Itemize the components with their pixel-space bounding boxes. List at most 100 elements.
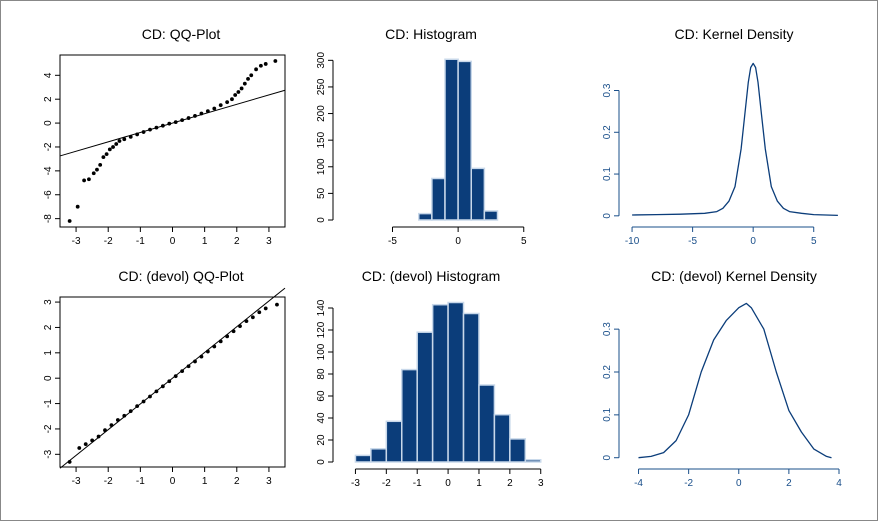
qq-point: [98, 162, 103, 167]
y-tick-label: -4: [43, 166, 54, 175]
qq-point: [180, 118, 185, 122]
x-tick-label: -5: [388, 236, 397, 247]
density-curve: [632, 62, 838, 217]
y-tick-label: 250: [316, 78, 327, 95]
qq-point: [128, 409, 133, 414]
histogram-bar: [444, 58, 459, 221]
histogram-bar: [370, 448, 388, 463]
x-tick-label: -1: [413, 478, 422, 489]
qq-point: [263, 62, 268, 66]
qq-point: [95, 167, 99, 172]
qq-point: [212, 106, 217, 111]
qq-point: [111, 145, 115, 149]
qq-point: [135, 132, 140, 137]
panel-devol-kernel-density: CD: (devol) Kernel Density -4 -2 0 2 4 0 0.1 0.…: [602, 268, 842, 489]
y-tick-label: -8: [43, 214, 54, 223]
qq-point: [160, 123, 165, 128]
qq-point: [115, 418, 120, 422]
x-tick-label: 2: [234, 236, 240, 247]
qq-point: [273, 59, 278, 63]
x-tick-label: 3: [266, 476, 272, 487]
histogram-bar: [462, 312, 480, 463]
histogram-bar: [470, 167, 486, 221]
y-tick-label: 0.2: [602, 365, 613, 379]
panel-title: CD: (devol) QQ-Plot: [118, 268, 243, 284]
y-tick-label: 50: [316, 187, 327, 199]
qq-point: [225, 100, 230, 105]
qq-point: [122, 137, 127, 142]
histogram-bar: [431, 177, 446, 221]
y-tick-label: 60: [316, 390, 327, 402]
x-tick-label: -3: [72, 476, 81, 487]
qq-point: [275, 302, 279, 307]
x-tick-label: 2: [507, 478, 513, 489]
qq-point: [257, 310, 262, 315]
qq-point: [154, 125, 159, 130]
qq-point: [87, 177, 91, 182]
x-tick-label: 5: [811, 236, 817, 247]
x-tick-label: -3: [351, 478, 360, 489]
x-tick-label: -2: [684, 478, 693, 489]
qq-point: [254, 67, 258, 72]
y-tick-label: 100: [316, 158, 327, 175]
y-tick-label: 150: [316, 131, 327, 148]
y-tick-label: 0: [602, 213, 613, 219]
y-tick-label: 2: [43, 324, 54, 330]
x-tick-label: -2: [382, 478, 391, 489]
x-tick-label: -3: [72, 236, 81, 247]
histogram-bar: [418, 212, 433, 221]
qq-point: [199, 354, 204, 359]
qq-point: [167, 121, 172, 126]
qq-point: [82, 178, 87, 183]
qq-point: [239, 86, 244, 91]
panel-devol-histogram: CD: (devol) Histogram -3 -2 -1 0 1 2 3 0 20 40 60 8…: [316, 268, 544, 489]
x-tick-label: 5: [521, 236, 527, 247]
panel-title: CD: Histogram: [385, 26, 477, 42]
qq-point: [180, 369, 185, 373]
y-tick-label: 100: [316, 343, 327, 360]
qq-point: [114, 142, 119, 146]
y-tick-label: 20: [316, 434, 327, 446]
x-tick-label: 4: [836, 478, 842, 489]
y-tick-label: 0: [602, 454, 613, 460]
reference-line: [59, 287, 286, 469]
qq-point: [236, 90, 241, 94]
x-tick-label: -4: [634, 478, 643, 489]
x-tick-label: 0: [170, 236, 176, 247]
y-tick-label: 3: [43, 299, 54, 305]
histogram-bar: [416, 331, 434, 463]
y-tick-label: 0: [43, 120, 54, 126]
qq-point: [128, 134, 133, 139]
panel-kernel-density: CD: Kernel Density -10 -5 0 5 0 0.1 0.2 0.3: [602, 26, 838, 247]
x-tick-label: -10: [625, 236, 640, 247]
y-tick-label: 2: [43, 96, 54, 102]
x-tick-label: 3: [538, 478, 544, 489]
y-tick-label: 200: [316, 105, 327, 122]
y-tick-label: 0.3: [602, 83, 613, 97]
qq-point: [173, 374, 178, 379]
x-tick-label: -2: [104, 476, 113, 487]
x-tick-label: 0: [455, 236, 461, 247]
qq-point: [233, 93, 238, 97]
qq-point: [186, 364, 191, 369]
y-tick-label: 40: [316, 412, 327, 424]
histogram-bar: [385, 420, 403, 463]
qq-point: [193, 359, 197, 364]
reference-line: [59, 89, 286, 157]
x-tick-label: 1: [476, 478, 482, 489]
qq-point: [205, 109, 210, 114]
qq-point: [238, 324, 242, 329]
qq-point: [258, 63, 263, 68]
qq-point: [218, 103, 223, 108]
y-tick-label: 120: [316, 321, 327, 338]
y-tick-label: -3: [43, 449, 54, 458]
histogram-bar: [457, 60, 472, 221]
qq-point: [90, 438, 95, 443]
x-tick-label: 0: [736, 478, 742, 489]
panel-title: CD: (devol) Histogram: [362, 268, 500, 284]
x-tick-label: 2: [786, 478, 792, 489]
qq-point: [117, 139, 122, 143]
y-tick-label: 4: [43, 72, 54, 78]
qq-point: [225, 334, 230, 339]
qq-point: [101, 155, 106, 160]
